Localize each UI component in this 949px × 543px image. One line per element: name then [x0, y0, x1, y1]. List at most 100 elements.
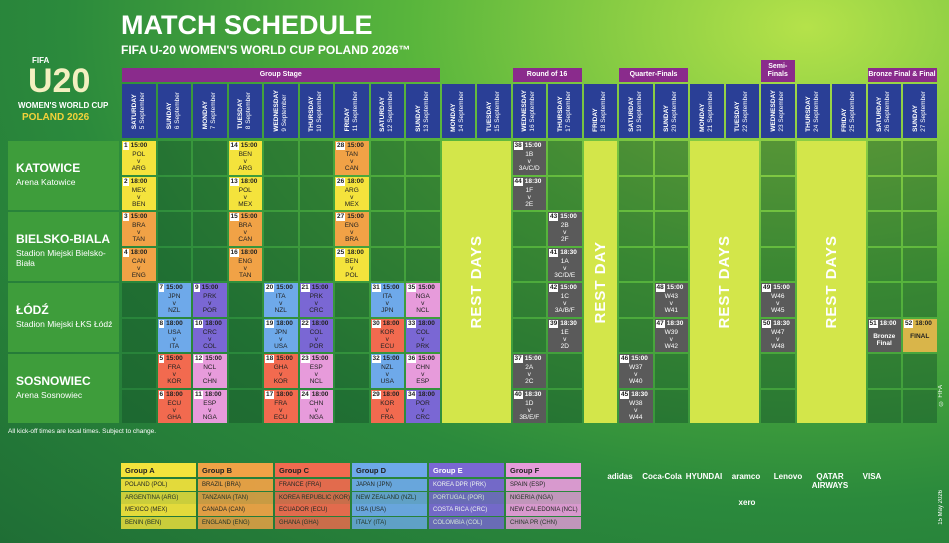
match-card: 41 18:30 1A v 3C/D/E — [548, 247, 582, 281]
day-header: SATURDAY 12 September — [370, 84, 404, 138]
home-team: KOR — [380, 328, 395, 336]
versus: v — [563, 229, 567, 236]
day-header: SATURDAY 19 September — [619, 84, 653, 138]
empty-cell — [335, 283, 369, 317]
match-card: 3 15:00 BRA v TAN — [122, 212, 156, 246]
empty-cell — [654, 141, 688, 175]
match-card: 2 18:00 MEX v BEN — [122, 176, 156, 210]
empty-cell — [654, 212, 688, 246]
empty-cell — [299, 176, 333, 210]
match-header: 42 15:00 — [549, 284, 581, 292]
match-number: 47 — [655, 319, 665, 328]
match-header: 21 15:00 — [300, 284, 333, 292]
sponsor-logo: xero — [738, 498, 756, 507]
empty-cell — [654, 176, 688, 210]
empty-cell — [548, 389, 582, 423]
versus: v — [385, 300, 389, 307]
versus: v — [279, 300, 283, 307]
home-team: W38 — [629, 399, 643, 407]
day-text: SATURDAY 19 September — [619, 86, 653, 136]
rest-day-bar: REST DAYS — [690, 141, 759, 423]
empty-cell — [548, 176, 582, 210]
match-number: 27 — [336, 213, 346, 221]
match-header: 29 18:00 — [371, 390, 404, 399]
date: 18 September — [600, 90, 608, 132]
match-number: 25 — [336, 248, 346, 257]
empty-cell — [903, 212, 937, 246]
kick-off: 15:00 — [130, 142, 148, 149]
home-team: FRA — [274, 399, 288, 407]
day-label: SATURDAY 5 September — [131, 92, 147, 129]
empty-cell — [193, 247, 227, 281]
match-header: 3 15:00 — [123, 213, 155, 221]
away-team: NCL — [309, 378, 323, 385]
day-text: WEDNESDAY 9 September — [264, 86, 298, 136]
versus: v — [243, 264, 247, 272]
match-card: 45 18:30 W38 v W44 — [619, 389, 653, 423]
group-team: GHANA (GHA) — [275, 516, 350, 529]
match-number: 30 — [371, 319, 381, 328]
versus: v — [563, 264, 567, 272]
versus: v — [208, 300, 212, 307]
away-team: NCL — [416, 307, 430, 314]
day-label: WEDNESDAY 9 September — [273, 90, 289, 132]
match-header: 37 15:00 — [513, 355, 546, 363]
match-card: 36 15:00 CHN v ESP — [406, 354, 440, 388]
day-text: SUNDAY 13 September — [406, 86, 440, 136]
home-team: USA — [167, 328, 181, 336]
weekday: SATURDAY — [130, 94, 138, 130]
match-number: 40 — [513, 390, 523, 399]
stage-label: Round of 16 — [512, 68, 582, 82]
date: 12 September — [387, 90, 395, 132]
day-label: FRIDAY 11 September — [344, 91, 360, 131]
match-number: 51 — [868, 319, 878, 328]
kick-off: 18:00 — [276, 390, 293, 398]
weekday: THURSDAY — [556, 95, 564, 132]
match-header: 48 15:00 — [655, 284, 688, 292]
match-header: 43 15:00 — [549, 213, 581, 221]
day-text: SUNDAY 20 September — [655, 86, 689, 136]
venue-city: SOSNOWIEC — [16, 374, 91, 388]
day-label: WEDNESDAY 16 September — [521, 90, 537, 132]
kick-off: 15:00 — [130, 213, 148, 220]
match-number: 20 — [265, 284, 275, 292]
away-team: KOR — [273, 378, 288, 385]
versus: v — [172, 335, 176, 343]
match-header: 33 18:00 — [407, 319, 439, 328]
away-team: W44 — [629, 413, 643, 421]
versus: v — [350, 158, 354, 165]
match-header: 47 18:30 — [655, 319, 688, 328]
away-team: NGA — [309, 413, 324, 421]
empty-cell — [867, 176, 901, 210]
kick-off: 15:00 — [205, 355, 222, 362]
empty-cell — [193, 141, 227, 175]
kick-off: 18:30 — [631, 390, 648, 398]
match-header: 50 18:30 — [762, 319, 794, 328]
match-card: 24 18:00 CHN v NGA — [299, 389, 333, 423]
group-team: JAPAN (JPN) — [352, 479, 427, 491]
match-number: 31 — [371, 284, 381, 292]
date: 24 September — [813, 90, 821, 132]
weekday: SATURDAY — [627, 96, 635, 132]
away-team: CAN — [344, 165, 359, 172]
group-team: USA (USA) — [352, 504, 427, 516]
match-number: 45 — [620, 390, 630, 399]
day-header: FRIDAY 18 September — [583, 84, 617, 138]
group-team: ECUADOR (ECU) — [275, 504, 350, 516]
kick-off: 15:00 — [240, 142, 258, 149]
empty-cell — [193, 176, 227, 210]
home-team: 1D — [525, 399, 534, 407]
venue-stadium: Arena Katowice — [16, 177, 76, 187]
logo: FIFA U20 WOMEN'S WORLD CUP POLAND 2026 — [18, 56, 113, 126]
group-team: POLAND (POL) — [121, 479, 196, 491]
date: 13 September — [422, 90, 430, 132]
away-team: FRA — [380, 413, 394, 421]
home-team: BRA — [238, 222, 252, 229]
away-team: NZL — [168, 307, 181, 314]
empty-cell — [903, 283, 937, 317]
home-team: PRK — [309, 293, 323, 300]
day-text: THURSDAY 10 September — [300, 86, 334, 136]
day-header: TUESDAY 22 September — [725, 84, 759, 138]
match-header: 38 15:00 — [513, 142, 546, 150]
sponsor-logo: Coca-Cola — [642, 472, 682, 481]
